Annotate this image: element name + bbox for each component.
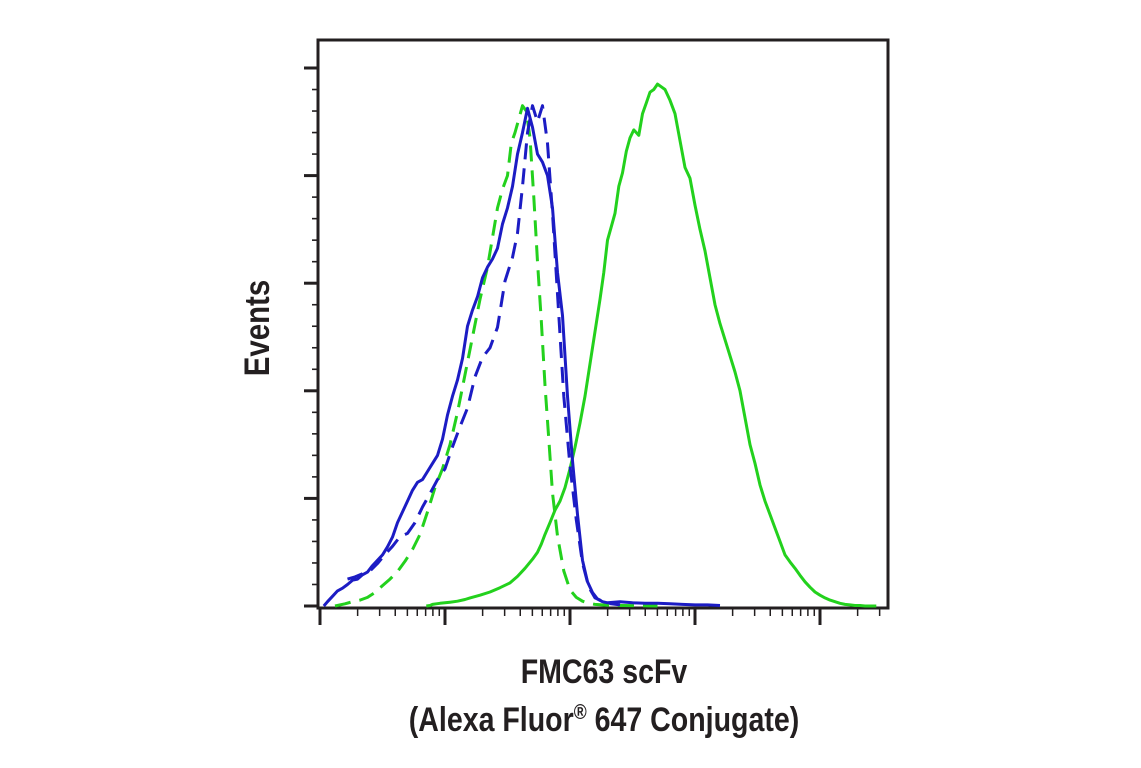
histogram-series-2: [334, 104, 658, 608]
plot-border: [316, 38, 890, 610]
y-axis-ticks: [304, 66, 318, 608]
histogram-series-4: [347, 104, 621, 607]
histogram-series-1: [426, 82, 877, 608]
x-axis-label-line2-main: (Alexa Fluor: [409, 701, 574, 739]
plot-frame: [316, 38, 890, 610]
x-axis-label-line2-end: 647 Conjugate): [587, 701, 800, 739]
x-axis-label-line2: (Alexa Fluor® 647 Conjugate): [409, 701, 799, 739]
series-layer: [322, 82, 877, 608]
x-axis-label-registered-mark: ®: [574, 701, 587, 725]
y-axis-label: Events: [238, 280, 277, 376]
x-axis-ticks: [318, 608, 881, 625]
x-axis-label-line1: FMC63 scFv: [521, 653, 688, 691]
